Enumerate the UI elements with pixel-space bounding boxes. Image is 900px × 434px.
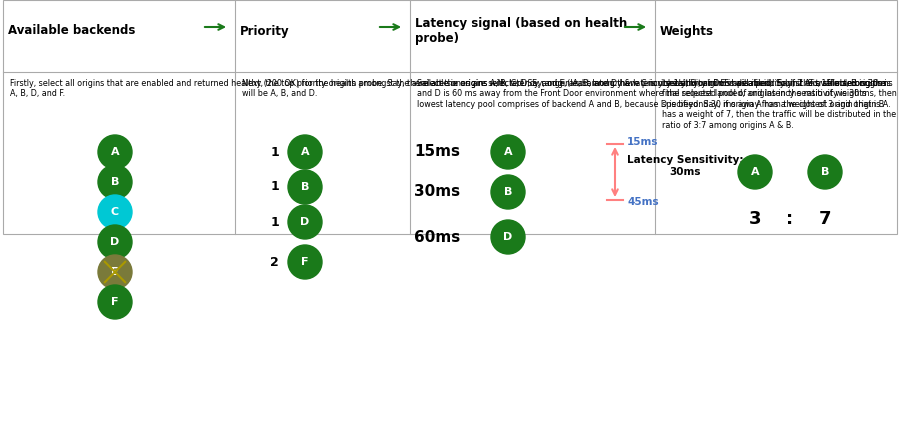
Text: :: : (787, 210, 794, 228)
Circle shape (98, 195, 132, 229)
Text: 60ms: 60ms (414, 230, 460, 244)
Text: B: B (821, 167, 829, 177)
Text: Weights: Weights (660, 24, 714, 37)
Circle shape (491, 135, 525, 169)
Text: Select the origins with latency range (least latency & latency sensitivity in ms: Select the origins with latency range (l… (417, 79, 896, 109)
Text: F: F (302, 257, 309, 267)
Text: Priority: Priority (240, 24, 290, 37)
Text: Lastly, Front Door will round robin the traffic among the final selected pool of: Lastly, Front Door will round robin the … (662, 79, 896, 130)
Text: 15ms: 15ms (414, 145, 460, 160)
Text: Firstly, select all origins that are enabled and returned healthy (200 OK) for t: Firstly, select all origins that are ena… (10, 79, 891, 99)
Text: D: D (503, 232, 513, 242)
Text: Available backends: Available backends (8, 24, 135, 37)
Text: A: A (504, 147, 512, 157)
Circle shape (98, 135, 132, 169)
Circle shape (491, 220, 525, 254)
Text: 15ms: 15ms (627, 137, 659, 147)
Text: B: B (504, 187, 512, 197)
Text: D: D (111, 237, 120, 247)
Text: Latency signal (based on health
probe): Latency signal (based on health probe) (415, 17, 627, 45)
Circle shape (98, 255, 132, 289)
FancyBboxPatch shape (3, 0, 897, 234)
Text: 7: 7 (819, 210, 832, 228)
Circle shape (98, 165, 132, 199)
Text: 1: 1 (270, 216, 279, 228)
Text: 3: 3 (749, 210, 761, 228)
Circle shape (98, 285, 132, 319)
Text: 30ms: 30ms (414, 184, 460, 200)
Text: E: E (112, 267, 119, 277)
Text: B: B (111, 177, 119, 187)
Text: Latency Sensitivity:
30ms: Latency Sensitivity: 30ms (627, 155, 743, 177)
Circle shape (98, 225, 132, 259)
Text: Next, the top priority origins amongst the available ones are selected. Say, ori: Next, the top priority origins amongst t… (242, 79, 886, 99)
Circle shape (288, 170, 322, 204)
Text: 2: 2 (270, 256, 279, 269)
Circle shape (288, 205, 322, 239)
Text: 1: 1 (270, 145, 279, 158)
Text: B: B (301, 182, 310, 192)
Circle shape (808, 155, 842, 189)
Text: D: D (301, 217, 310, 227)
Circle shape (738, 155, 772, 189)
Text: A: A (751, 167, 760, 177)
Text: A: A (301, 147, 310, 157)
Text: 45ms: 45ms (627, 197, 659, 207)
Text: 1: 1 (270, 181, 279, 194)
Circle shape (288, 245, 322, 279)
Text: A: A (111, 147, 120, 157)
Text: F: F (112, 297, 119, 307)
Circle shape (491, 175, 525, 209)
Text: C: C (111, 207, 119, 217)
Circle shape (288, 135, 322, 169)
